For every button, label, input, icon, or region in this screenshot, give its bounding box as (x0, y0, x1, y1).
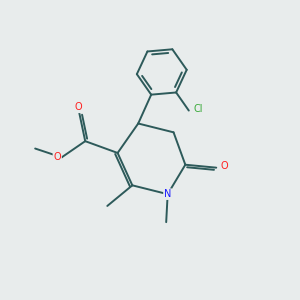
Text: Cl: Cl (194, 104, 203, 114)
Text: N: N (164, 189, 171, 199)
Text: O: O (221, 161, 228, 171)
Text: O: O (53, 152, 61, 162)
Text: O: O (74, 102, 82, 112)
